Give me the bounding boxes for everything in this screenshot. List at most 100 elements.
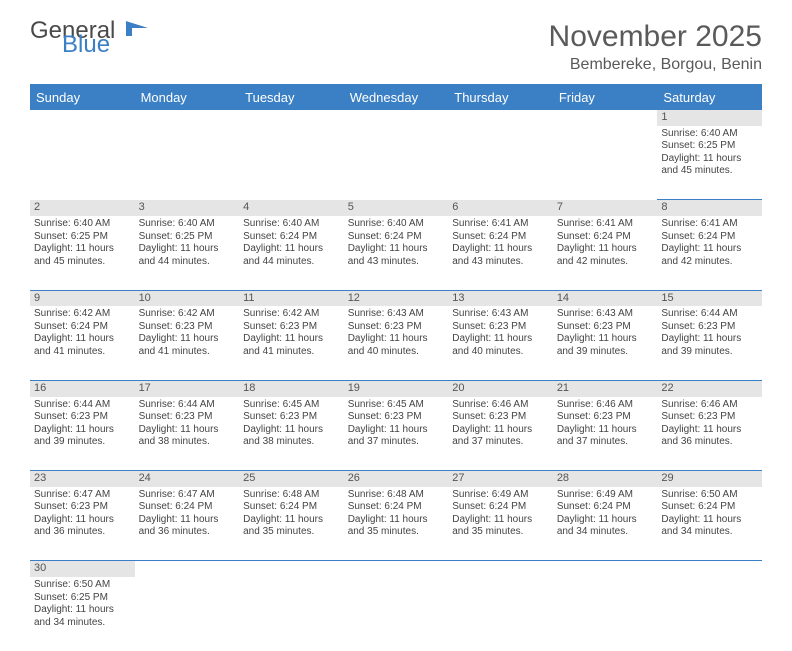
day-details: Sunrise: 6:43 AMSunset: 6:23 PMDaylight:… (344, 306, 449, 362)
sunrise-line: Sunrise: 6:42 AM (139, 308, 236, 321)
sunset-line: Sunset: 6:25 PM (34, 231, 131, 244)
sunrise-line: Sunrise: 6:46 AM (661, 399, 758, 412)
day-details: Sunrise: 6:49 AMSunset: 6:24 PMDaylight:… (448, 487, 553, 543)
day-cell: Sunrise: 6:42 AMSunset: 6:24 PMDaylight:… (30, 306, 135, 380)
day-cell: Sunrise: 6:45 AMSunset: 6:23 PMDaylight:… (344, 397, 449, 471)
sunset-line: Sunset: 6:23 PM (348, 321, 445, 334)
day-cell: Sunrise: 6:47 AMSunset: 6:24 PMDaylight:… (135, 487, 240, 561)
day-number-cell: 18 (239, 380, 344, 396)
sunset-line: Sunset: 6:23 PM (661, 321, 758, 334)
day-details: Sunrise: 6:43 AMSunset: 6:23 PMDaylight:… (448, 306, 553, 362)
day-cell (448, 577, 553, 651)
sunset-line: Sunset: 6:25 PM (661, 140, 758, 153)
day-details: Sunrise: 6:40 AMSunset: 6:24 PMDaylight:… (344, 216, 449, 272)
header: General Blue November 2025 Bembereke, Bo… (30, 20, 762, 74)
sunrise-line: Sunrise: 6:45 AM (348, 399, 445, 412)
day-number-cell: 21 (553, 380, 658, 396)
sunrise-line: Sunrise: 6:45 AM (243, 399, 340, 412)
day-cell: Sunrise: 6:44 AMSunset: 6:23 PMDaylight:… (135, 397, 240, 471)
sunrise-line: Sunrise: 6:49 AM (557, 489, 654, 502)
day-cell (553, 577, 658, 651)
day-cell: Sunrise: 6:41 AMSunset: 6:24 PMDaylight:… (657, 216, 762, 290)
day-details: Sunrise: 6:47 AMSunset: 6:23 PMDaylight:… (30, 487, 135, 543)
daylight-line: Daylight: 11 hours and 35 minutes. (348, 514, 445, 539)
daylight-line: Daylight: 11 hours and 34 minutes. (661, 514, 758, 539)
sunset-line: Sunset: 6:23 PM (557, 411, 654, 424)
day-cell: Sunrise: 6:48 AMSunset: 6:24 PMDaylight:… (344, 487, 449, 561)
day-details: Sunrise: 6:44 AMSunset: 6:23 PMDaylight:… (657, 306, 762, 362)
day-cell: Sunrise: 6:49 AMSunset: 6:24 PMDaylight:… (553, 487, 658, 561)
sunset-line: Sunset: 6:24 PM (348, 231, 445, 244)
day-number-cell: 3 (135, 200, 240, 216)
daylight-line: Daylight: 11 hours and 43 minutes. (452, 243, 549, 268)
logo-text-blue: Blue (62, 35, 152, 55)
sunset-line: Sunset: 6:24 PM (348, 501, 445, 514)
sunrise-line: Sunrise: 6:40 AM (348, 218, 445, 231)
day-details: Sunrise: 6:40 AMSunset: 6:25 PMDaylight:… (135, 216, 240, 272)
day-number-cell: 30 (30, 561, 135, 577)
daylight-line: Daylight: 11 hours and 35 minutes. (243, 514, 340, 539)
sunrise-line: Sunrise: 6:43 AM (452, 308, 549, 321)
day-cell: Sunrise: 6:40 AMSunset: 6:25 PMDaylight:… (135, 216, 240, 290)
day-number-cell: 23 (30, 471, 135, 487)
day-details: Sunrise: 6:47 AMSunset: 6:24 PMDaylight:… (135, 487, 240, 543)
day-cell: Sunrise: 6:43 AMSunset: 6:23 PMDaylight:… (344, 306, 449, 380)
sunset-line: Sunset: 6:23 PM (348, 411, 445, 424)
sunset-line: Sunset: 6:23 PM (139, 411, 236, 424)
day-details: Sunrise: 6:45 AMSunset: 6:23 PMDaylight:… (239, 397, 344, 453)
day-details: Sunrise: 6:44 AMSunset: 6:23 PMDaylight:… (135, 397, 240, 453)
daylight-line: Daylight: 11 hours and 42 minutes. (557, 243, 654, 268)
day-number-cell (657, 561, 762, 577)
sunset-line: Sunset: 6:24 PM (452, 231, 549, 244)
day-details: Sunrise: 6:50 AMSunset: 6:25 PMDaylight:… (30, 577, 135, 633)
sunset-line: Sunset: 6:24 PM (34, 321, 131, 334)
sunrise-line: Sunrise: 6:40 AM (243, 218, 340, 231)
day-details: Sunrise: 6:50 AMSunset: 6:24 PMDaylight:… (657, 487, 762, 543)
sunrise-line: Sunrise: 6:42 AM (243, 308, 340, 321)
sunrise-line: Sunrise: 6:43 AM (348, 308, 445, 321)
location-subtitle: Bembereke, Borgou, Benin (549, 56, 762, 74)
day-cell: Sunrise: 6:43 AMSunset: 6:23 PMDaylight:… (448, 306, 553, 380)
sunrise-line: Sunrise: 6:41 AM (661, 218, 758, 231)
daylight-line: Daylight: 11 hours and 36 minutes. (34, 514, 131, 539)
day-details: Sunrise: 6:46 AMSunset: 6:23 PMDaylight:… (553, 397, 658, 453)
day-number-cell: 19 (344, 380, 449, 396)
day-number-cell: 16 (30, 380, 135, 396)
weekday-header: Monday (135, 85, 240, 111)
page: General Blue November 2025 Bembereke, Bo… (0, 0, 792, 612)
day-number-cell (553, 110, 658, 126)
day-number-cell (448, 110, 553, 126)
sunset-line: Sunset: 6:24 PM (557, 231, 654, 244)
sunset-line: Sunset: 6:24 PM (243, 231, 340, 244)
sunset-line: Sunset: 6:23 PM (34, 501, 131, 514)
day-cell (657, 577, 762, 651)
weekday-header: Tuesday (239, 85, 344, 111)
day-cell (135, 577, 240, 651)
daylight-line: Daylight: 11 hours and 41 minutes. (243, 333, 340, 358)
day-number-cell: 29 (657, 471, 762, 487)
day-number-cell: 17 (135, 380, 240, 396)
day-number-cell (135, 561, 240, 577)
day-number-cell: 20 (448, 380, 553, 396)
day-cell: Sunrise: 6:46 AMSunset: 6:23 PMDaylight:… (553, 397, 658, 471)
day-number-cell: 5 (344, 200, 449, 216)
daylight-line: Daylight: 11 hours and 34 minutes. (34, 604, 131, 629)
day-number-cell: 28 (553, 471, 658, 487)
weekday-header: Thursday (448, 85, 553, 111)
day-number-cell: 11 (239, 290, 344, 306)
day-number-cell: 4 (239, 200, 344, 216)
daylight-line: Daylight: 11 hours and 44 minutes. (139, 243, 236, 268)
weekday-header: Wednesday (344, 85, 449, 111)
day-cell: Sunrise: 6:50 AMSunset: 6:24 PMDaylight:… (657, 487, 762, 561)
sunrise-line: Sunrise: 6:40 AM (661, 128, 758, 141)
daylight-line: Daylight: 11 hours and 36 minutes. (139, 514, 236, 539)
calendar-header-row: SundayMondayTuesdayWednesdayThursdayFrid… (30, 85, 762, 111)
daylight-line: Daylight: 11 hours and 35 minutes. (452, 514, 549, 539)
day-cell (135, 126, 240, 200)
sunrise-line: Sunrise: 6:40 AM (34, 218, 131, 231)
weekday-header: Friday (553, 85, 658, 111)
day-details: Sunrise: 6:48 AMSunset: 6:24 PMDaylight:… (239, 487, 344, 543)
day-number-cell: 25 (239, 471, 344, 487)
day-details: Sunrise: 6:42 AMSunset: 6:24 PMDaylight:… (30, 306, 135, 362)
day-details: Sunrise: 6:42 AMSunset: 6:23 PMDaylight:… (135, 306, 240, 362)
